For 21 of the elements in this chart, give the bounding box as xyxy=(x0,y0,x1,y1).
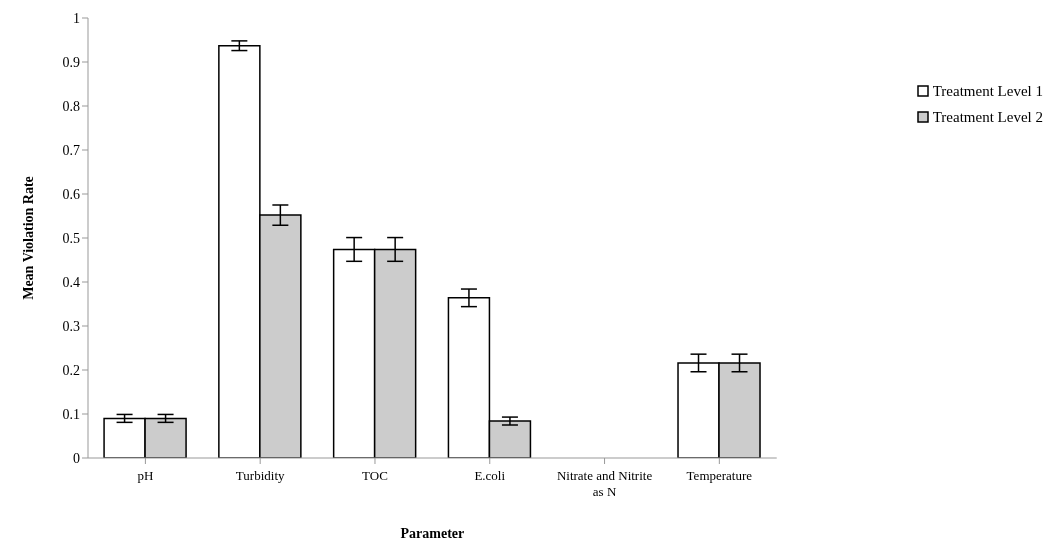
x-axis-title: Parameter xyxy=(400,526,465,541)
y-tick-label: 0.2 xyxy=(62,362,80,378)
legend-label: Treatment Level 1 xyxy=(932,82,1043,101)
y-tick-label: 0.8 xyxy=(62,98,80,114)
x-tick-label: pH xyxy=(137,468,154,483)
y-tick-label: 0.3 xyxy=(62,318,80,334)
y-tick-label: 1 xyxy=(73,10,80,26)
y-axis-title: Mean Violation Rate xyxy=(20,176,36,300)
y-tick-label: 0.5 xyxy=(62,230,80,246)
x-tick-label: TOC xyxy=(362,468,388,483)
y-tick-label: 0 xyxy=(73,450,80,466)
x-tick-label: Temperature xyxy=(686,468,753,483)
x-tick-label: Nitrate and Nitrite as N xyxy=(556,468,653,499)
y-tick-label: 0.7 xyxy=(62,142,80,158)
x-tick-label: Turbidity xyxy=(235,468,285,483)
y-tick-label: 0.9 xyxy=(62,54,80,70)
x-tick-label: E.coli xyxy=(474,468,506,483)
legend-label: Treatment Level 2 xyxy=(932,108,1043,127)
y-tick-label: 0.1 xyxy=(62,406,80,422)
y-tick-label: 0.6 xyxy=(62,186,80,202)
y-tick-label: 0.4 xyxy=(62,274,80,290)
